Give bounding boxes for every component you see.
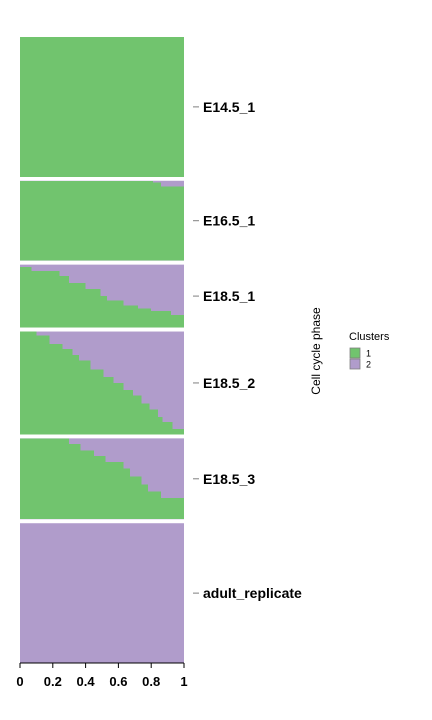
facet-label: E18.5_2 — [203, 375, 255, 391]
x-tick-label: 0.4 — [77, 674, 96, 689]
facet-panel — [20, 264, 184, 328]
cluster-1-area — [20, 438, 184, 520]
facet-panel — [20, 438, 184, 520]
cluster-1-area — [20, 331, 184, 435]
facet-label: E16.5_1 — [203, 213, 255, 229]
cluster-2-area — [20, 523, 184, 663]
facet-panel — [20, 523, 184, 663]
cluster-1-area — [20, 267, 184, 328]
facet-labels: E14.5_1 E16.5_1 E18.5_1 E18.5_2 E18.5_3adult… — [193, 99, 302, 601]
facet-label: adult_replicate — [203, 585, 302, 601]
legend-title: Clusters — [349, 331, 390, 343]
x-axis: 0 0.2 0.4 0.6 0.8 1 — [16, 662, 188, 689]
cluster-1-area — [20, 37, 184, 177]
legend-swatch — [349, 347, 361, 359]
y-axis-title: Cell cycle phase — [309, 307, 323, 395]
facet-panel — [20, 331, 184, 435]
x-tick-label: 0 — [16, 674, 23, 689]
facet-label: E14.5_1 — [203, 99, 255, 115]
facet-label: E18.5_1 — [203, 288, 255, 304]
legend-label: 2 — [366, 360, 371, 370]
legend: Clusters 12 — [349, 331, 390, 370]
x-tick-label: 0.8 — [142, 674, 160, 689]
cluster-1-area — [20, 180, 184, 261]
x-tick-label: 0.2 — [44, 674, 62, 689]
facet-panel — [20, 180, 184, 261]
facet-label: E18.5_3 — [203, 471, 255, 487]
x-tick-label: 1 — [180, 674, 187, 689]
facet-panel — [20, 37, 184, 177]
legend-label: 1 — [366, 349, 371, 359]
legend-swatch — [349, 358, 361, 370]
facet-panels — [20, 37, 184, 663]
x-tick-label: 0.6 — [109, 674, 127, 689]
